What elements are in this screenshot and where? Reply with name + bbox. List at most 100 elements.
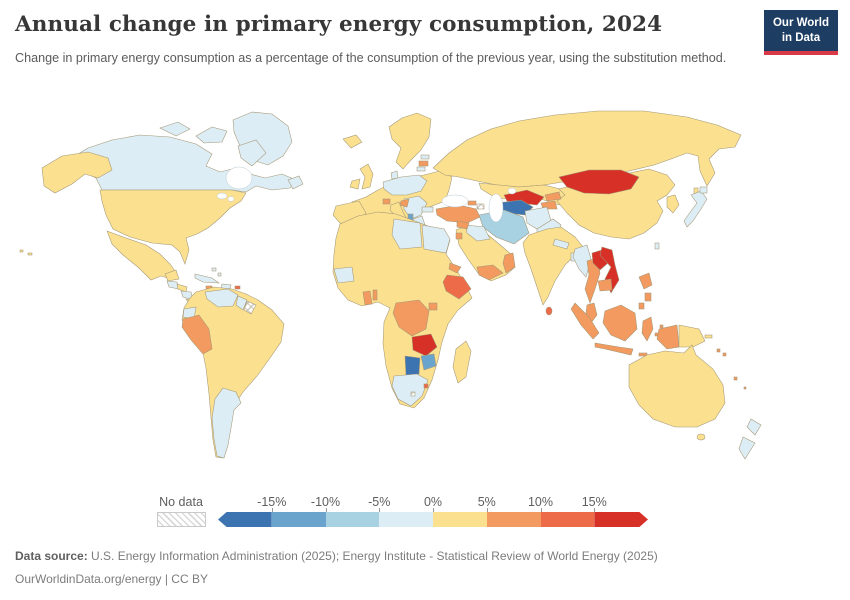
country-yemen[interactable] xyxy=(476,264,504,281)
country-south-africa[interactable] xyxy=(391,373,429,407)
country-turkey[interactable] xyxy=(435,204,481,224)
country-guyana[interactable] xyxy=(235,295,248,311)
legend-segment[interactable] xyxy=(325,512,380,527)
country-dr-congo[interactable] xyxy=(392,299,430,337)
country-azerbaijan[interactable] xyxy=(476,203,485,210)
country-zambia[interactable] xyxy=(411,333,438,357)
country-eritrea[interactable] xyxy=(448,262,462,274)
country-croatia[interactable] xyxy=(399,198,410,208)
country-sri-lanka[interactable] xyxy=(545,306,553,316)
country-brazil[interactable] xyxy=(181,286,285,459)
country-mauritania[interactable] xyxy=(333,266,355,284)
country-new-zealand[interactable] xyxy=(738,418,762,460)
country-zimbabwe[interactable] xyxy=(420,353,437,371)
data-source-text: U.S. Energy Information Administration (… xyxy=(87,549,658,563)
country-myanmar[interactable] xyxy=(572,244,592,278)
country-georgia[interactable] xyxy=(467,200,477,206)
country-bahamas[interactable] xyxy=(211,267,222,277)
legend-tick-mark xyxy=(379,508,381,512)
country-syria[interactable] xyxy=(456,220,470,230)
country-iraq[interactable] xyxy=(465,224,491,242)
black-sea xyxy=(441,194,469,208)
page-title: Annual change in primary energy consumpt… xyxy=(15,12,663,37)
legend-segment[interactable] xyxy=(218,512,272,527)
no-data-swatch[interactable] xyxy=(157,512,206,527)
country-india[interactable] xyxy=(522,226,584,306)
country-madagascar[interactable] xyxy=(452,340,472,384)
legend-tick-mark xyxy=(594,508,596,512)
caspian-sea xyxy=(488,193,504,223)
country-lithuania[interactable] xyxy=(416,166,426,172)
country-papua-new-guinea[interactable] xyxy=(678,324,713,348)
country-iceland[interactable] xyxy=(342,134,363,149)
legend-segment[interactable] xyxy=(379,512,433,527)
country-honduras[interactable] xyxy=(176,283,188,293)
country-japan[interactable] xyxy=(683,186,708,228)
legend-segment[interactable] xyxy=(486,512,541,527)
country-estonia[interactable] xyxy=(420,154,430,160)
legend-segment[interactable] xyxy=(540,512,595,527)
country-ireland[interactable] xyxy=(349,178,361,190)
legend-tick-label: 5% xyxy=(477,495,496,509)
country-libya[interactable] xyxy=(391,218,423,250)
country-oman[interactable] xyxy=(502,252,516,274)
great-lakes xyxy=(216,192,228,200)
country-egypt[interactable] xyxy=(421,224,451,254)
country-philippines[interactable] xyxy=(638,272,653,310)
legend-segment[interactable] xyxy=(594,512,648,527)
country-jordan[interactable] xyxy=(455,232,463,240)
country-ghana[interactable] xyxy=(362,290,373,306)
country-venezuela[interactable] xyxy=(204,288,239,308)
legend-tick-mark xyxy=(486,508,488,512)
data-source-label: Data source: xyxy=(15,549,88,563)
country-kyrgyzstan[interactable] xyxy=(544,191,562,202)
legend-tick-mark xyxy=(271,508,273,512)
legend-segment[interactable] xyxy=(271,512,326,527)
country-balkans[interactable] xyxy=(403,195,428,220)
country-taiwan[interactable] xyxy=(654,242,660,250)
country-benin[interactable] xyxy=(372,289,378,301)
world-choropleth-map xyxy=(19,110,762,460)
country-pacific-islands[interactable] xyxy=(716,348,747,390)
country-australia[interactable] xyxy=(628,344,726,441)
legend-tick-label: -10% xyxy=(310,495,341,509)
country-botswana[interactable] xyxy=(404,355,421,377)
great-lakes-east xyxy=(227,196,235,202)
country-cambodia[interactable] xyxy=(597,278,613,292)
country-puerto-rico[interactable] xyxy=(234,285,241,290)
chart-footer: Data source: U.S. Energy Information Adm… xyxy=(15,545,835,591)
country-uganda[interactable] xyxy=(428,302,438,311)
owid-logo[interactable]: Our World in Data xyxy=(763,10,838,55)
country-denmark[interactable] xyxy=(390,170,399,180)
country-tajikistan[interactable] xyxy=(540,200,558,210)
chart-subtitle: Change in primary energy consumption as … xyxy=(15,51,727,65)
country-switzerland[interactable] xyxy=(382,198,391,205)
legend-segment[interactable] xyxy=(433,512,487,527)
license-line[interactable]: OurWorldinData.org/energy | CC BY xyxy=(15,571,208,586)
country-cuba[interactable] xyxy=(194,273,220,284)
legend-color-bar[interactable] xyxy=(218,512,648,527)
country-lesotho[interactable] xyxy=(410,391,416,397)
country-mexico[interactable] xyxy=(106,230,180,282)
country-bulgaria[interactable] xyxy=(421,206,434,213)
country-latvia[interactable] xyxy=(418,160,429,167)
country-scandinavia[interactable] xyxy=(388,112,432,170)
legend-tick-mark xyxy=(325,508,327,512)
country-mongolia[interactable] xyxy=(558,169,640,195)
country-peru[interactable] xyxy=(181,314,213,355)
country-eswatini[interactable] xyxy=(423,383,429,389)
country-united-states[interactable] xyxy=(41,151,247,265)
country-vietnam[interactable] xyxy=(599,246,620,294)
country-united-kingdom[interactable] xyxy=(359,163,374,190)
country-hawaii[interactable] xyxy=(19,249,33,256)
country-germany-poland[interactable] xyxy=(382,174,428,196)
legend-tick-label: 15% xyxy=(581,495,607,509)
country-indonesia[interactable] xyxy=(570,302,680,359)
country-nepal[interactable] xyxy=(552,238,570,250)
country-ethiopia[interactable] xyxy=(442,274,472,300)
country-suriname[interactable] xyxy=(243,300,257,315)
country-argentina[interactable] xyxy=(211,387,242,459)
country-korea[interactable] xyxy=(666,194,680,214)
legend-tick-label: 10% xyxy=(527,495,554,509)
